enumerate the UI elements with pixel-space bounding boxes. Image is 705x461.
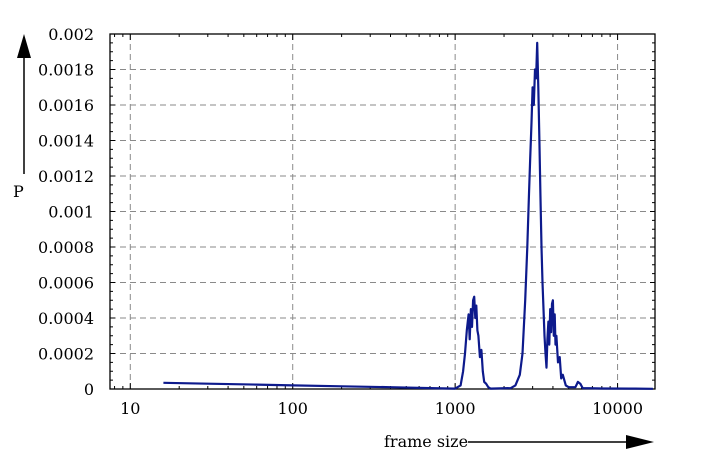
y-tick-labels: 0 0.0002 0.0004 0.0006 0.0008 0.001 0.0012 0.00… xyxy=(38,25,94,399)
y-tick-label: 0.002 xyxy=(48,25,94,44)
y-tick-label: 0.0018 xyxy=(38,61,94,80)
y-tick-label: 0.0014 xyxy=(38,132,94,151)
y-axis-arrow-head xyxy=(17,34,31,58)
x-tick-label: 10 xyxy=(120,399,140,418)
series-line-0 xyxy=(163,41,653,390)
y-tick-label: 0.0008 xyxy=(38,238,94,257)
y-tick-label: 0.0004 xyxy=(38,309,94,328)
x-axis-arrow-head xyxy=(626,435,654,449)
x-tick-label: 10000 xyxy=(592,399,643,418)
y-axis-label: P xyxy=(13,182,24,201)
x-axis-label: frame size xyxy=(384,432,468,451)
x-tick-label: 100 xyxy=(277,399,308,418)
x-tick-label: 1000 xyxy=(435,399,476,418)
grid-lines xyxy=(110,34,655,389)
y-tick-label: 0.0012 xyxy=(38,167,94,186)
y-tick-label: 0.0002 xyxy=(38,345,94,364)
x-tick-labels: 10 100 1000 10000 xyxy=(120,399,643,418)
y-tick-label: 0.001 xyxy=(48,203,94,222)
y-tick-label: 0 xyxy=(84,380,94,399)
y-tick-label: 0.0016 xyxy=(38,96,94,115)
y-tick-label: 0.0006 xyxy=(38,274,94,293)
series-layer xyxy=(163,41,653,390)
